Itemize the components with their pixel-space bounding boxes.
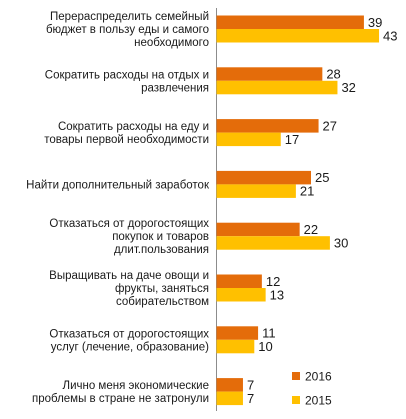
bar-2015 [216, 339, 255, 354]
category-label-line: покупок и товаров [112, 231, 209, 243]
data-label-2016: 12 [266, 274, 280, 289]
bar-2016 [216, 222, 300, 237]
bar-2016 [216, 326, 259, 340]
bar-2015 [216, 184, 296, 198]
category-label-line: развлечения [141, 82, 209, 94]
legend-label-2016: 2016 [305, 370, 332, 384]
category-label-line: товары первой необходимости [44, 134, 209, 146]
category-label: Сократить расходы на еду и товары первой … [44, 121, 209, 146]
data-label-2016: 25 [315, 170, 329, 185]
bar-2016 [216, 378, 243, 392]
category-label-line: Отказаться от дорогостоящих [49, 218, 209, 230]
data-label-2016: 11 [262, 326, 276, 341]
data-label-2015: 21 [300, 184, 314, 199]
category-label-line: Найти дополнительный заработок [26, 179, 210, 191]
data-label-2016: 27 [323, 118, 337, 133]
category-label: Отказаться от дорогостоящих услуг (лечени… [49, 328, 209, 353]
data-label-2015: 17 [285, 132, 299, 147]
data-label-2016: 22 [304, 222, 318, 237]
legend-label-2015: 2015 [305, 394, 332, 408]
bar-2015 [216, 288, 266, 302]
data-label-2016: 39 [368, 15, 382, 30]
category-label: Сократить расходы на отдых и развлечения [45, 69, 209, 94]
category-label-line: фрукты, заняться [115, 283, 209, 295]
data-label-2015: 10 [258, 339, 272, 354]
legend-swatch-2015 [292, 396, 300, 404]
bar-2016 [216, 67, 323, 81]
bar-2015 [216, 29, 380, 43]
data-label-2015: 13 [270, 287, 284, 302]
data-label-2015: 32 [341, 80, 355, 95]
category-label: Отказаться от дорогостоящих покупок и тов… [49, 218, 209, 256]
data-label-2016: 7 [247, 377, 254, 392]
category-label: Выращивать на даче овощи и фрукты, занять… [49, 270, 209, 308]
category-label-line: Отказаться от дорогостоящих [49, 328, 209, 340]
category-label: Найти дополнительный заработок [26, 179, 210, 191]
category-label-line: бюджет в пользу еды и самого [46, 24, 209, 36]
category-label: Лично меня экономические проблемы в стран… [32, 380, 209, 405]
bar-2016 [216, 119, 319, 133]
category-label-line: Сократить расходы на отдых и [45, 69, 209, 81]
legend-swatch-2016 [292, 372, 300, 380]
category-label-line: необходимого [134, 37, 209, 49]
bar-2015 [216, 80, 338, 95]
category-label-line: проблемы в стране не затронули [32, 393, 209, 405]
data-label-2015: 7 [247, 391, 254, 406]
category-label-line: собирательством [116, 296, 209, 308]
data-label-2015: 43 [383, 28, 397, 43]
bar-2016 [216, 274, 262, 288]
category-label: Перераспределить семейный бюджет в пользу… [46, 11, 209, 49]
bar-2015 [216, 391, 243, 406]
bar-2016 [216, 15, 364, 29]
data-label-2016: 28 [326, 67, 340, 82]
data-label-2015: 30 [334, 235, 348, 250]
bar-2015 [216, 132, 281, 147]
category-label-line: Лично меня экономические [63, 380, 209, 392]
category-label-line: длит.пользования [114, 244, 209, 256]
category-label-line: Выращивать на даче овощи и [49, 270, 209, 282]
category-label-line: Сократить расходы на еду и [58, 121, 209, 133]
category-label-line: услуг (лечение, образование) [51, 341, 209, 353]
bar-2015 [216, 236, 330, 250]
bar-2016 [216, 170, 311, 185]
category-label-line: Перераспределить семейный [50, 11, 209, 23]
